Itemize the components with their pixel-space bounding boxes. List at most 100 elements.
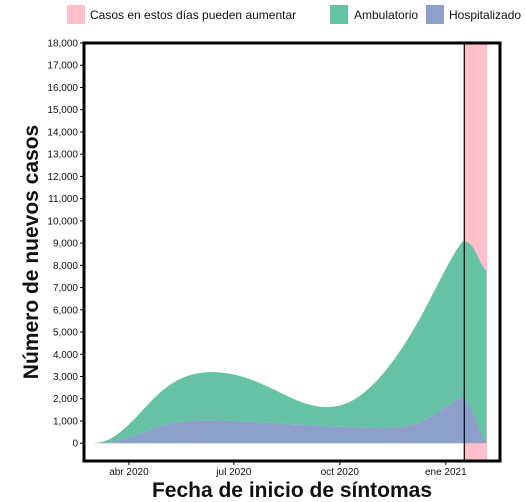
bar-hospitalizado: [147, 430, 149, 444]
bar-ambulatorio: [485, 270, 487, 442]
y-tick-label: 0: [72, 439, 78, 450]
bar-hospitalizado: [473, 414, 475, 444]
bar-ambulatorio: [156, 395, 159, 428]
bar-ambulatorio: [137, 415, 139, 435]
bar-hospitalizado: [169, 423, 171, 444]
bar-ambulatorio: [111, 437, 114, 442]
bar-hospitalizado: [391, 427, 394, 444]
bar-hospitalizado: [236, 421, 238, 444]
bar-hospitalizado: [320, 425, 322, 444]
bar-hospitalizado: [389, 427, 391, 444]
bar-ambulatorio: [243, 377, 245, 422]
bar-hospitalizado: [421, 420, 424, 444]
bar-ambulatorio: [97, 442, 100, 444]
bar-hospitalizado: [160, 426, 162, 444]
x-tick-label: abr 2020: [109, 467, 149, 478]
bar-hospitalizado: [272, 423, 275, 444]
bar-ambulatorio: [116, 434, 118, 441]
bar-hospitalizado: [422, 420, 425, 444]
bar-ambulatorio: [395, 357, 397, 428]
bar-ambulatorio: [476, 256, 479, 425]
bar-hospitalizado: [266, 422, 268, 444]
bar-ambulatorio: [147, 404, 149, 431]
bar-hospitalizado: [183, 421, 185, 444]
bar-hospitalizado: [470, 407, 472, 444]
bar-ambulatorio: [143, 408, 146, 432]
bar-ambulatorio: [452, 255, 455, 402]
bar-ambulatorio: [166, 386, 169, 425]
y-tick-label: 5,000: [53, 328, 78, 339]
bar-hospitalizado: [475, 420, 478, 444]
bar-hospitalizado: [148, 430, 150, 444]
bar-hospitalizado: [354, 427, 357, 444]
bar-ambulatorio: [108, 439, 110, 443]
bar-ambulatorio: [213, 372, 215, 421]
bar-ambulatorio: [262, 384, 265, 423]
bar-ambulatorio: [231, 374, 233, 421]
y-tick-label: 13,000: [47, 150, 78, 161]
bar-ambulatorio: [414, 326, 417, 424]
bar-hospitalizado: [292, 424, 295, 444]
bar-hospitalizado: [405, 425, 407, 444]
y-tick-label: 1,000: [53, 416, 78, 427]
bar-hospitalizado: [186, 421, 189, 444]
bar-ambulatorio: [355, 397, 358, 428]
bar-hospitalizado: [191, 420, 193, 444]
bar-ambulatorio: [115, 435, 117, 442]
bar-ambulatorio: [176, 380, 178, 423]
y-tick-label: 15,000: [47, 105, 78, 116]
bar-hospitalizado: [449, 403, 451, 444]
bar-hospitalizado: [482, 438, 485, 444]
bar-hospitalizado: [175, 422, 177, 444]
bar-ambulatorio: [323, 407, 326, 426]
bar-ambulatorio: [354, 398, 357, 428]
bar-ambulatorio: [181, 377, 184, 422]
bar-hospitalizado: [269, 422, 271, 444]
bar-ambulatorio: [407, 338, 410, 426]
bar-hospitalizado: [204, 420, 207, 444]
bar-hospitalizado: [251, 421, 253, 444]
bar-ambulatorio: [337, 405, 339, 427]
bar-hospitalizado: [375, 428, 377, 444]
bar-hospitalizado: [271, 423, 274, 444]
bar-ambulatorio: [443, 272, 445, 408]
bar-ambulatorio: [284, 395, 286, 424]
bar-ambulatorio: [480, 263, 482, 434]
bar-ambulatorio: [335, 406, 337, 427]
y-tick-label: 16,000: [47, 83, 78, 94]
bar-ambulatorio: [339, 405, 342, 427]
bar-hospitalizado: [267, 422, 269, 444]
bar-hospitalizado: [294, 424, 297, 444]
bar-hospitalizado: [464, 399, 466, 444]
bar-ambulatorio: [195, 373, 198, 421]
bar-hospitalizado: [244, 421, 246, 444]
bar-hospitalizado: [383, 428, 386, 444]
y-tick-label: 3,000: [53, 372, 78, 383]
bar-hospitalizado: [216, 420, 218, 444]
bar-ambulatorio: [112, 436, 115, 442]
bar-hospitalizado: [456, 399, 458, 444]
bar-ambulatorio: [222, 372, 224, 421]
bar-hospitalizado: [153, 428, 155, 444]
bar-ambulatorio: [169, 384, 171, 424]
bar-ambulatorio: [369, 387, 372, 428]
bar-ambulatorio: [196, 373, 199, 421]
bar-hospitalizado: [465, 400, 467, 444]
bar-ambulatorio: [198, 373, 200, 421]
bar-hospitalizado: [423, 419, 426, 444]
bar-ambulatorio: [246, 378, 248, 422]
bar-hospitalizado: [476, 424, 479, 444]
bar-hospitalizado: [458, 398, 460, 444]
bar-ambulatorio: [130, 422, 132, 437]
bar-hospitalizado: [317, 425, 320, 444]
bar-hospitalizado: [324, 426, 327, 444]
bar-hospitalizado: [284, 423, 286, 444]
bar-hospitalizado: [210, 420, 213, 444]
bar-hospitalizado: [255, 422, 258, 444]
bar-ambulatorio: [120, 431, 123, 440]
bar-hospitalizado: [316, 425, 319, 444]
plot-area: [94, 43, 488, 461]
bar-ambulatorio: [214, 372, 216, 421]
bar-ambulatorio: [221, 372, 223, 421]
bar-ambulatorio: [209, 372, 212, 421]
